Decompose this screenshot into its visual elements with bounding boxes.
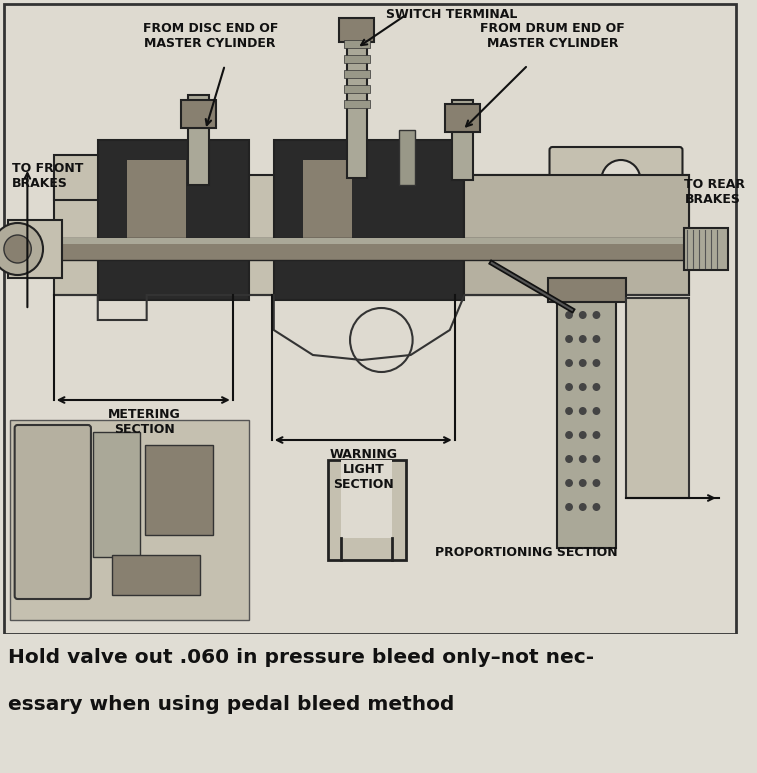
Circle shape <box>593 359 600 367</box>
Text: FROM DISC END OF
MASTER CYLINDER: FROM DISC END OF MASTER CYLINDER <box>142 22 278 50</box>
FancyBboxPatch shape <box>93 432 140 557</box>
Circle shape <box>565 503 573 511</box>
Circle shape <box>593 503 600 511</box>
FancyBboxPatch shape <box>274 140 465 300</box>
FancyBboxPatch shape <box>113 555 201 595</box>
FancyBboxPatch shape <box>188 95 209 185</box>
Circle shape <box>579 431 587 439</box>
Text: Hold valve out .060 in pressure bleed only–not nec-: Hold valve out .060 in pressure bleed on… <box>8 648 594 667</box>
FancyBboxPatch shape <box>344 70 369 78</box>
Text: PROPORTIONING SECTION: PROPORTIONING SECTION <box>435 547 618 560</box>
Circle shape <box>601 160 640 200</box>
FancyBboxPatch shape <box>328 460 406 560</box>
Circle shape <box>565 479 573 487</box>
Circle shape <box>593 431 600 439</box>
Text: METERING
SECTION: METERING SECTION <box>108 408 181 436</box>
FancyBboxPatch shape <box>626 298 690 498</box>
Circle shape <box>579 407 587 415</box>
FancyBboxPatch shape <box>341 460 392 538</box>
FancyBboxPatch shape <box>145 445 213 535</box>
Circle shape <box>593 383 600 391</box>
Circle shape <box>593 407 600 415</box>
FancyBboxPatch shape <box>399 130 415 185</box>
Circle shape <box>4 235 31 263</box>
Circle shape <box>565 383 573 391</box>
FancyBboxPatch shape <box>684 228 728 270</box>
Circle shape <box>565 407 573 415</box>
Circle shape <box>579 359 587 367</box>
Circle shape <box>565 359 573 367</box>
Circle shape <box>593 455 600 463</box>
Circle shape <box>579 311 587 319</box>
Circle shape <box>593 311 600 319</box>
Text: TO FRONT
BRAKES: TO FRONT BRAKES <box>11 162 83 190</box>
Circle shape <box>579 503 587 511</box>
FancyBboxPatch shape <box>550 147 683 213</box>
Circle shape <box>579 455 587 463</box>
FancyBboxPatch shape <box>547 278 626 302</box>
Text: TO REAR
BRAKES: TO REAR BRAKES <box>684 178 746 206</box>
Circle shape <box>565 455 573 463</box>
Circle shape <box>565 311 573 319</box>
FancyBboxPatch shape <box>339 18 375 42</box>
FancyBboxPatch shape <box>452 100 473 180</box>
FancyBboxPatch shape <box>465 175 690 295</box>
Text: essary when using pedal bleed method: essary when using pedal bleed method <box>8 695 454 714</box>
Circle shape <box>565 431 573 439</box>
FancyBboxPatch shape <box>344 40 369 48</box>
FancyBboxPatch shape <box>303 160 352 240</box>
Circle shape <box>579 479 587 487</box>
FancyBboxPatch shape <box>127 160 185 260</box>
FancyBboxPatch shape <box>445 104 480 132</box>
Text: FROM DRUM END OF
MASTER CYLINDER: FROM DRUM END OF MASTER CYLINDER <box>480 22 625 50</box>
FancyBboxPatch shape <box>98 140 249 300</box>
FancyBboxPatch shape <box>557 298 616 548</box>
FancyBboxPatch shape <box>344 100 369 108</box>
Circle shape <box>0 223 43 275</box>
FancyBboxPatch shape <box>8 220 61 278</box>
FancyBboxPatch shape <box>347 38 366 178</box>
FancyBboxPatch shape <box>344 55 369 63</box>
Circle shape <box>593 335 600 343</box>
FancyBboxPatch shape <box>17 238 717 244</box>
FancyBboxPatch shape <box>54 175 690 295</box>
FancyBboxPatch shape <box>54 155 161 200</box>
FancyBboxPatch shape <box>4 4 737 634</box>
FancyBboxPatch shape <box>17 238 717 260</box>
Circle shape <box>565 335 573 343</box>
FancyBboxPatch shape <box>10 420 249 620</box>
FancyBboxPatch shape <box>344 85 369 93</box>
FancyBboxPatch shape <box>181 100 216 128</box>
Text: WARNING
LIGHT
SECTION: WARNING LIGHT SECTION <box>330 448 397 491</box>
Circle shape <box>579 383 587 391</box>
FancyBboxPatch shape <box>0 634 740 773</box>
Circle shape <box>579 335 587 343</box>
Circle shape <box>593 479 600 487</box>
FancyBboxPatch shape <box>14 425 91 599</box>
Text: SWITCH TERMINAL: SWITCH TERMINAL <box>386 8 518 21</box>
Circle shape <box>350 308 413 372</box>
